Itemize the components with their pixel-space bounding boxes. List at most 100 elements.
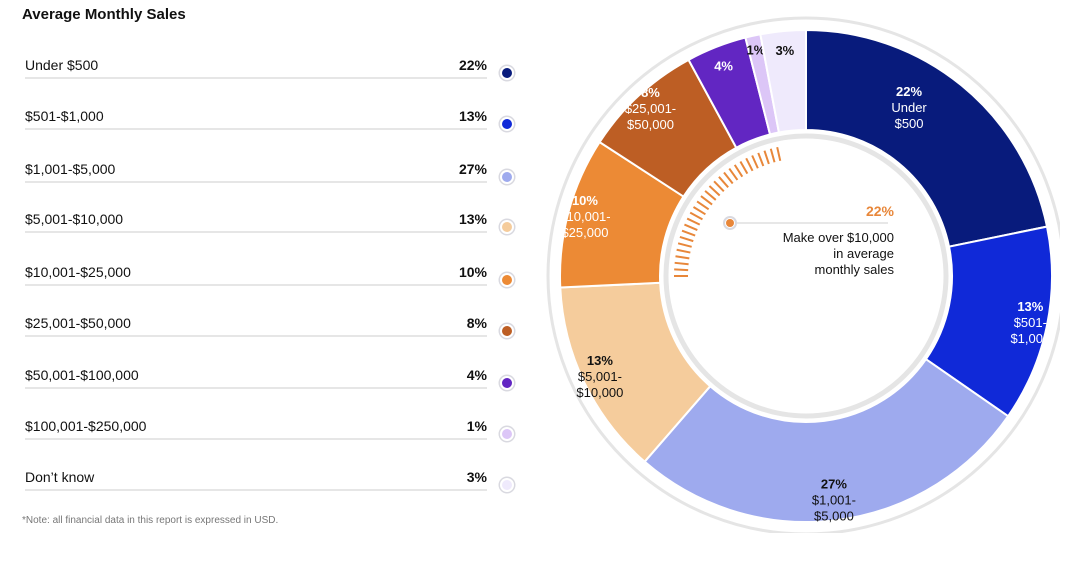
callout-tick <box>700 195 713 206</box>
legend-row: $5,001-$10,000 13% <box>25 211 515 241</box>
donut-slice <box>805 28 1049 248</box>
callout-percent: 22% <box>866 203 895 219</box>
slice-range-label: $10,000 <box>576 385 623 400</box>
callout-tick <box>704 190 717 201</box>
legend-color-dot <box>502 119 512 129</box>
donut-chart: 22%Under$50013%$501-$1,00027%$1,001-$5,0… <box>546 16 1060 533</box>
legend-row: $50,001-$100,000 4% <box>25 367 515 397</box>
donut-slice <box>643 357 1010 523</box>
slice-percent-label: 13% <box>1017 299 1043 314</box>
slice-range-label: $5,001- <box>578 369 622 384</box>
slice-percent-label: 3% <box>775 43 794 58</box>
inner-ring <box>663 133 949 419</box>
slice-range-label: $1,001- <box>812 492 856 507</box>
legend-divider <box>25 181 487 183</box>
callout-tick <box>684 223 698 231</box>
legend-label: Don’t know <box>25 469 95 485</box>
callout-tick <box>681 229 696 237</box>
callout-text-line: Make over $10,000 <box>783 230 894 245</box>
legend-value: 1% <box>466 418 487 434</box>
slice-range-label: Under <box>891 100 927 115</box>
slice-range-label: $50,000 <box>627 117 674 132</box>
callout-tick <box>776 146 782 162</box>
slice-range-label: $501- <box>1014 315 1047 330</box>
legend-value: 3% <box>466 469 487 485</box>
callout-tick <box>739 160 749 175</box>
legend-label: $5,001-$10,000 <box>25 211 124 227</box>
legend-divider <box>25 128 487 130</box>
legend-divider <box>25 77 487 79</box>
legend-color-dot <box>502 326 512 336</box>
legend-label: $25,001-$50,000 <box>25 315 131 331</box>
callout-tick <box>728 168 739 181</box>
slice-percent-label: 13% <box>587 353 613 368</box>
legend-value: 4% <box>466 367 487 383</box>
legend-row: $1,001-$5,000 27% <box>25 161 515 191</box>
callout-tick <box>689 211 703 221</box>
legend-color-dot <box>502 378 512 388</box>
callout-tick <box>723 171 734 185</box>
callout-tick <box>718 176 729 188</box>
callout-tick <box>686 217 701 226</box>
callout-text-line: in average <box>833 246 894 261</box>
slice-percent-label: 22% <box>896 84 922 99</box>
legend-value: 27% <box>458 161 487 177</box>
legend-row: $10,001-$25,000 10% <box>25 264 515 294</box>
chart-title: Average Monthly Sales <box>22 6 186 23</box>
legend-color-dot <box>502 275 512 285</box>
legend-color-dot <box>502 222 512 232</box>
legend-label: $100,001-$250,000 <box>25 418 147 434</box>
donut-slice <box>759 28 807 134</box>
slice-range-label: $10,001- <box>559 209 610 224</box>
legend-value: 22% <box>458 57 487 73</box>
slice-range-label: $1,000 <box>1010 331 1050 346</box>
legend-row: $100,001-$250,000 1% <box>25 418 515 448</box>
legend-label: $1,001-$5,000 <box>25 161 116 177</box>
legend-color-dot <box>502 480 512 490</box>
callout-tick <box>745 157 754 172</box>
legend-label: $50,001-$100,000 <box>25 367 139 383</box>
legend-divider <box>25 489 487 491</box>
callout-tick <box>733 164 744 178</box>
slice-percent-label: 8% <box>641 85 660 100</box>
legend-value: 8% <box>466 315 487 331</box>
callout-tick <box>679 236 694 243</box>
callout-text-line: monthly sales <box>815 262 895 277</box>
legend-label: $501-$1,000 <box>25 108 104 124</box>
slice-range-label: $25,000 <box>561 225 608 240</box>
callout-tick <box>677 242 692 248</box>
callout-dot <box>726 219 734 227</box>
legend-row: Under $500 22% <box>25 57 515 87</box>
legend-label: $10,001-$25,000 <box>25 264 131 280</box>
legend-label: Under $500 <box>25 57 99 73</box>
legend-row: $501-$1,000 13% <box>25 108 515 138</box>
callout-tick <box>674 261 689 266</box>
slice-range-label: $500 <box>895 116 924 131</box>
callout-tick <box>751 155 759 169</box>
legend-color-dot <box>502 429 512 439</box>
legend-value: 13% <box>458 108 487 124</box>
footnote: *Note: all financial data in this report… <box>22 515 279 526</box>
legend-divider <box>25 284 487 286</box>
callout-tick <box>696 200 710 211</box>
slice-range-label: $5,000 <box>814 508 854 523</box>
callout-tick <box>708 185 721 197</box>
callout-tick <box>763 150 770 165</box>
legend-row: Don’t know 3% <box>25 469 515 499</box>
callout-tick <box>769 148 776 163</box>
slice-percent-label: 1% <box>746 42 765 57</box>
callout-tick <box>713 180 725 193</box>
legend-value: 13% <box>458 211 487 227</box>
callout-tick <box>692 206 706 216</box>
legend-divider <box>25 438 487 440</box>
callout-tick <box>757 152 765 167</box>
legend-color-dot <box>502 172 512 182</box>
legend-color-dot <box>502 68 512 78</box>
legend-divider <box>25 231 487 233</box>
slice-percent-label: 10% <box>572 193 598 208</box>
legend-value: 10% <box>458 264 487 280</box>
slice-percent-label: 4% <box>714 59 733 74</box>
outer-ring <box>546 16 1060 533</box>
legend-divider <box>25 387 487 389</box>
slice-percent-label: 27% <box>821 476 847 491</box>
